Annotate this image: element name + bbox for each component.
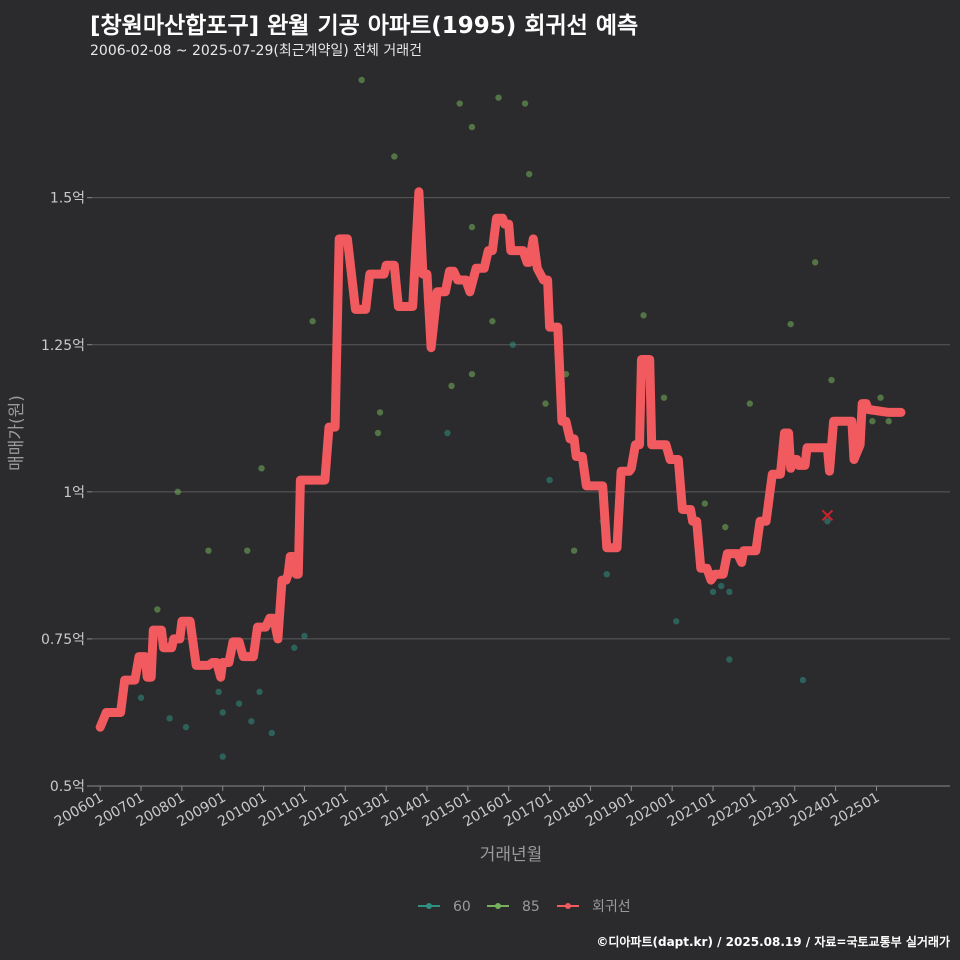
- scatter-point-85: [205, 547, 212, 554]
- scatter-point-85: [877, 394, 884, 401]
- legend-label: 60: [453, 899, 471, 915]
- scatter-point-85: [174, 488, 181, 496]
- scatter-point-85: [468, 223, 476, 231]
- y-axis-title: 매매가(원): [7, 395, 27, 471]
- scatter-point-85: [525, 170, 533, 178]
- scatter-point-60: [182, 723, 190, 731]
- legend-label: 85: [522, 899, 540, 915]
- legend-swatch-dot: [565, 903, 571, 909]
- legend-label: 회귀선: [592, 899, 631, 915]
- scatter-point-85: [468, 123, 476, 131]
- y-tick-label: 0.5억: [50, 779, 85, 795]
- scatter-point-60: [268, 729, 275, 737]
- legend-swatch-dot: [495, 903, 501, 909]
- scatter-point-85: [660, 394, 668, 401]
- scatter-point-60: [248, 718, 255, 725]
- scatter-point-85: [376, 409, 384, 416]
- scatter-point-85: [811, 259, 819, 266]
- chart-title: [창원마산합포구] 완월 기공 아파트(1995) 회귀선 예측: [90, 13, 639, 39]
- scatter-point-60: [726, 656, 733, 663]
- scatter-point-85: [244, 547, 251, 554]
- scatter-point-60: [235, 700, 243, 707]
- scatter-point-85: [468, 370, 476, 378]
- scatter-point-60: [709, 588, 717, 596]
- scatter-point-85: [828, 376, 835, 384]
- y-tick-label: 1억: [63, 485, 85, 501]
- scatter-point-60: [799, 676, 807, 684]
- legend-swatch-dot: [426, 903, 432, 909]
- scatter-point-60: [256, 688, 263, 696]
- scatter-point-60: [166, 715, 173, 722]
- scatter-point-60: [215, 688, 222, 696]
- prediction-marker: [821, 509, 834, 522]
- chart-subtitle: 2006-02-08 ~ 2025-07-29(최근계약일) 전체 거래건: [90, 43, 422, 59]
- legend-item-60: 60: [418, 899, 471, 915]
- scatter-point-60: [444, 429, 451, 437]
- scatter-point-60: [219, 709, 226, 716]
- scatter-point-85: [495, 94, 502, 101]
- scatter-point-85: [746, 400, 753, 407]
- scatter-point-60: [546, 476, 553, 484]
- scatter-point-60: [603, 571, 610, 578]
- scatter-point-85: [448, 382, 455, 390]
- y-tick-label: 0.75억: [41, 632, 85, 648]
- scatter-point-85: [869, 418, 876, 425]
- source-credit: ©디아파트(dapt.kr) / 2025.08.19 / 자료=국토교통부 실…: [596, 935, 950, 949]
- legend-item-85: 85: [487, 899, 540, 915]
- scatter-point-60: [673, 618, 680, 625]
- y-tick-label: 1.5억: [50, 191, 85, 207]
- scatter-point-60: [219, 753, 226, 760]
- scatter-point-85: [722, 523, 729, 531]
- series-85: [154, 76, 892, 613]
- scatter-point-60: [137, 694, 145, 701]
- series-60: [137, 341, 831, 760]
- scatter-point-60: [824, 518, 831, 525]
- scatter-point-60: [726, 588, 733, 596]
- scatter-point-85: [542, 400, 549, 407]
- scatter-point-85: [374, 429, 382, 437]
- scatter-point-85: [521, 100, 529, 107]
- scatter-point-85: [456, 100, 463, 107]
- scatter-point-85: [640, 312, 647, 319]
- y-tick-label: 1.25억: [41, 338, 85, 354]
- scatter-point-85: [489, 318, 496, 325]
- scatter-point-85: [885, 418, 892, 425]
- scatter-point-60: [509, 341, 517, 348]
- scatter-point-85: [787, 320, 794, 328]
- regression-line: [95, 187, 906, 732]
- scatter-point-85: [258, 465, 265, 472]
- marker-stroke: [821, 509, 834, 522]
- scatter-point-85: [154, 606, 161, 613]
- scatter-point-60: [718, 582, 725, 590]
- scatter-point-85: [701, 500, 709, 507]
- scatter-point-60: [291, 644, 298, 651]
- scatter-point-85: [358, 76, 365, 84]
- scatter-point-85: [391, 153, 398, 160]
- x-axis-title: 거래년월: [480, 845, 543, 865]
- scatter-point-60: [301, 632, 308, 640]
- scatter-point-85: [309, 318, 316, 325]
- scatter-point-85: [570, 547, 578, 554]
- legend-item-reg: 회귀선: [557, 899, 631, 915]
